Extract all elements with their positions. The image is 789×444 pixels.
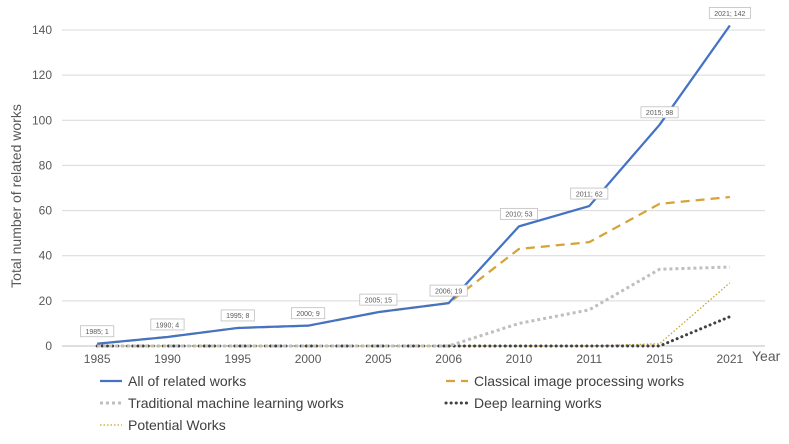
x-tick-label: 1990 <box>154 352 181 366</box>
legend-label: Potential Works <box>128 417 226 433</box>
data-label: 1990; 4 <box>150 318 185 331</box>
data-label-text: 2000; 9 <box>296 311 319 318</box>
data-label-box <box>499 207 538 220</box>
data-label-text: 2011; 62 <box>576 191 603 198</box>
y-tick-label: 60 <box>39 204 53 218</box>
legend: All of related works Classical image proc… <box>100 373 684 433</box>
data-label-text: 1985; 1 <box>85 329 108 336</box>
data-label-box <box>220 309 255 322</box>
gridlines <box>62 29 765 302</box>
legend-label: All of related works <box>128 373 246 389</box>
data-label-text: 2015; 98 <box>646 110 673 117</box>
legend-label: Classical image processing works <box>474 373 684 389</box>
data-label: 2011; 62 <box>570 187 609 200</box>
data-label: 2000; 9 <box>290 307 326 320</box>
data-label: 2005; 15 <box>359 293 398 306</box>
y-tick-label: 120 <box>32 68 52 82</box>
series-line-0 <box>97 24 731 345</box>
data-label-text: 2005; 15 <box>365 297 392 304</box>
data-label-box <box>640 106 679 119</box>
x-axis-ticks: 1985 1990 1995 2000 2005 2006 2010 2011 2015 2021 <box>84 352 744 366</box>
x-axis-title: Year <box>752 348 781 364</box>
data-label: 1995; 8 <box>220 309 255 322</box>
legend-label: Traditional machine learning works <box>128 395 344 411</box>
x-tick-label: 2010 <box>506 352 533 366</box>
y-tick-label: 20 <box>39 294 53 308</box>
legend-item: Traditional machine learning works <box>100 395 344 411</box>
y-tick-label: 40 <box>39 249 53 263</box>
data-label-box <box>290 307 326 320</box>
legend-item: Potential Works <box>100 417 226 433</box>
data-label-box <box>570 187 609 200</box>
x-tick-label: 2015 <box>646 352 673 366</box>
data-label: 2006; 19 <box>429 284 468 297</box>
y-tick-label: 140 <box>32 23 52 37</box>
data-label-text: 1990; 4 <box>156 322 179 329</box>
series-line-4 <box>97 282 731 347</box>
data-label: 2021; 142 <box>708 7 751 19</box>
legend-item: Deep learning works <box>444 395 602 411</box>
legend-item: Classical image processing works <box>446 373 684 389</box>
series-line-1 <box>97 195 730 345</box>
y-tick-label: 80 <box>39 158 53 172</box>
y-axis-title: Total number of related works <box>8 104 24 288</box>
y-tick-label: 0 <box>45 339 52 353</box>
data-label-text: 2010; 53 <box>505 212 532 219</box>
data-label: 2015; 98 <box>640 106 679 119</box>
data-label-box <box>80 325 115 338</box>
data-label-text: 2021; 142 <box>714 11 745 18</box>
x-tick-label: 2021 <box>716 352 743 366</box>
y-tick-label: 100 <box>32 113 52 127</box>
data-label-text: 2006; 19 <box>435 288 462 295</box>
x-tick-label: 1995 <box>224 352 251 366</box>
data-label-text: 1995; 8 <box>226 313 249 320</box>
data-label-box <box>359 293 398 306</box>
data-label-box <box>150 318 185 331</box>
data-label-box <box>708 7 751 19</box>
x-tick-label: 1985 <box>84 352 111 366</box>
legend-label: Deep learning works <box>474 395 602 411</box>
series-line-3 <box>95 315 732 348</box>
legend-item: All of related works <box>100 373 246 389</box>
data-label: 1985; 1 <box>80 325 115 338</box>
y-axis-ticks: 0 20 40 60 80 100 120 140 <box>32 23 52 353</box>
series-lines <box>95 24 732 348</box>
data-labels: 1985; 1 1990; 4 1995; 8 2000; 9 2005; 15 2006… <box>80 7 751 338</box>
data-label: 2010; 53 <box>499 207 538 220</box>
data-label-box <box>429 284 468 297</box>
x-tick-label: 2000 <box>295 352 322 366</box>
x-tick-label: 2005 <box>365 352 392 366</box>
x-tick-label: 2006 <box>435 352 462 366</box>
x-tick-label: 2011 <box>576 352 602 366</box>
